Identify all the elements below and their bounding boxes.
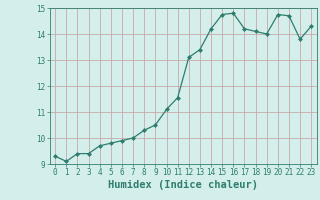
X-axis label: Humidex (Indice chaleur): Humidex (Indice chaleur) [108, 180, 258, 190]
